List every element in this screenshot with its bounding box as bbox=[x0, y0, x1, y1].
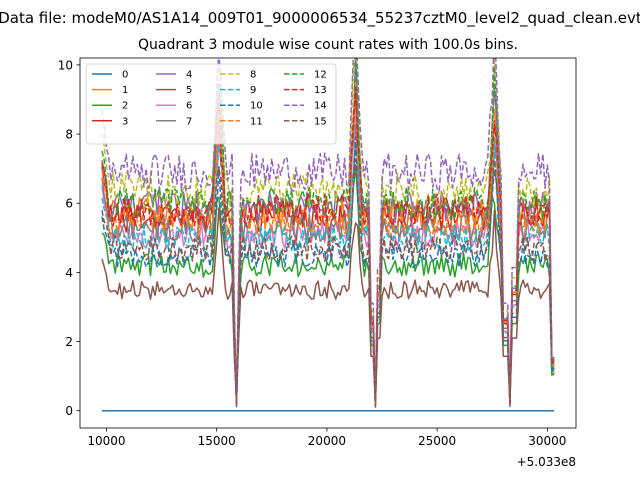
series-line-15 bbox=[101, 158, 555, 408]
legend-box bbox=[85, 63, 337, 145]
series-line-5 bbox=[101, 207, 555, 406]
legend-label-10: 10 bbox=[250, 101, 263, 112]
series-line-12 bbox=[101, 58, 555, 403]
legend-label-8: 8 bbox=[250, 70, 256, 81]
series-line-4 bbox=[101, 58, 555, 405]
series-layer bbox=[101, 58, 555, 412]
x-offset-label: +5.033e8 bbox=[517, 455, 576, 469]
legend-label-13: 13 bbox=[314, 85, 327, 96]
legend-label-3: 3 bbox=[122, 116, 128, 127]
series-line-2 bbox=[101, 166, 555, 408]
x-tick-label: 10000 bbox=[87, 434, 125, 448]
series-line-10 bbox=[101, 136, 555, 408]
series-line-11 bbox=[101, 79, 555, 402]
x-tick-label: 25000 bbox=[418, 434, 456, 448]
legend-label-1: 1 bbox=[122, 85, 128, 96]
legend-label-6: 6 bbox=[186, 101, 192, 112]
legend-label-0: 0 bbox=[122, 70, 128, 81]
legend-label-14: 14 bbox=[314, 101, 327, 112]
y-tick-label: 6 bbox=[65, 197, 73, 211]
legend-label-11: 11 bbox=[250, 116, 263, 127]
series-line-7 bbox=[101, 124, 555, 406]
legend-label-4: 4 bbox=[186, 70, 192, 81]
x-tick-label: 20000 bbox=[308, 434, 346, 448]
y-tick-label: 2 bbox=[65, 335, 73, 349]
y-tick-label: 0 bbox=[65, 404, 73, 418]
x-tick-label: 15000 bbox=[198, 434, 236, 448]
x-tick-label: 30000 bbox=[528, 434, 566, 448]
series-line-9 bbox=[101, 136, 555, 408]
legend-label-2: 2 bbox=[122, 101, 128, 112]
legend-label-7: 7 bbox=[186, 116, 192, 127]
y-tick-label: 10 bbox=[58, 58, 73, 72]
series-line-14 bbox=[101, 58, 555, 408]
legend-label-5: 5 bbox=[186, 85, 192, 96]
figure-suptitle: Data file: modeM0/AS1A14_009T01_90000065… bbox=[0, 9, 640, 28]
chart-title: Quadrant 3 module wise count rates with … bbox=[138, 37, 518, 53]
legend-label-9: 9 bbox=[250, 85, 256, 96]
y-tick-label: 8 bbox=[65, 128, 73, 142]
y-tick-label: 4 bbox=[65, 266, 73, 280]
axes-frame bbox=[79, 57, 577, 429]
legend-label-15: 15 bbox=[314, 116, 327, 127]
series-line-13 bbox=[101, 86, 555, 406]
legend-label-12: 12 bbox=[314, 70, 327, 81]
